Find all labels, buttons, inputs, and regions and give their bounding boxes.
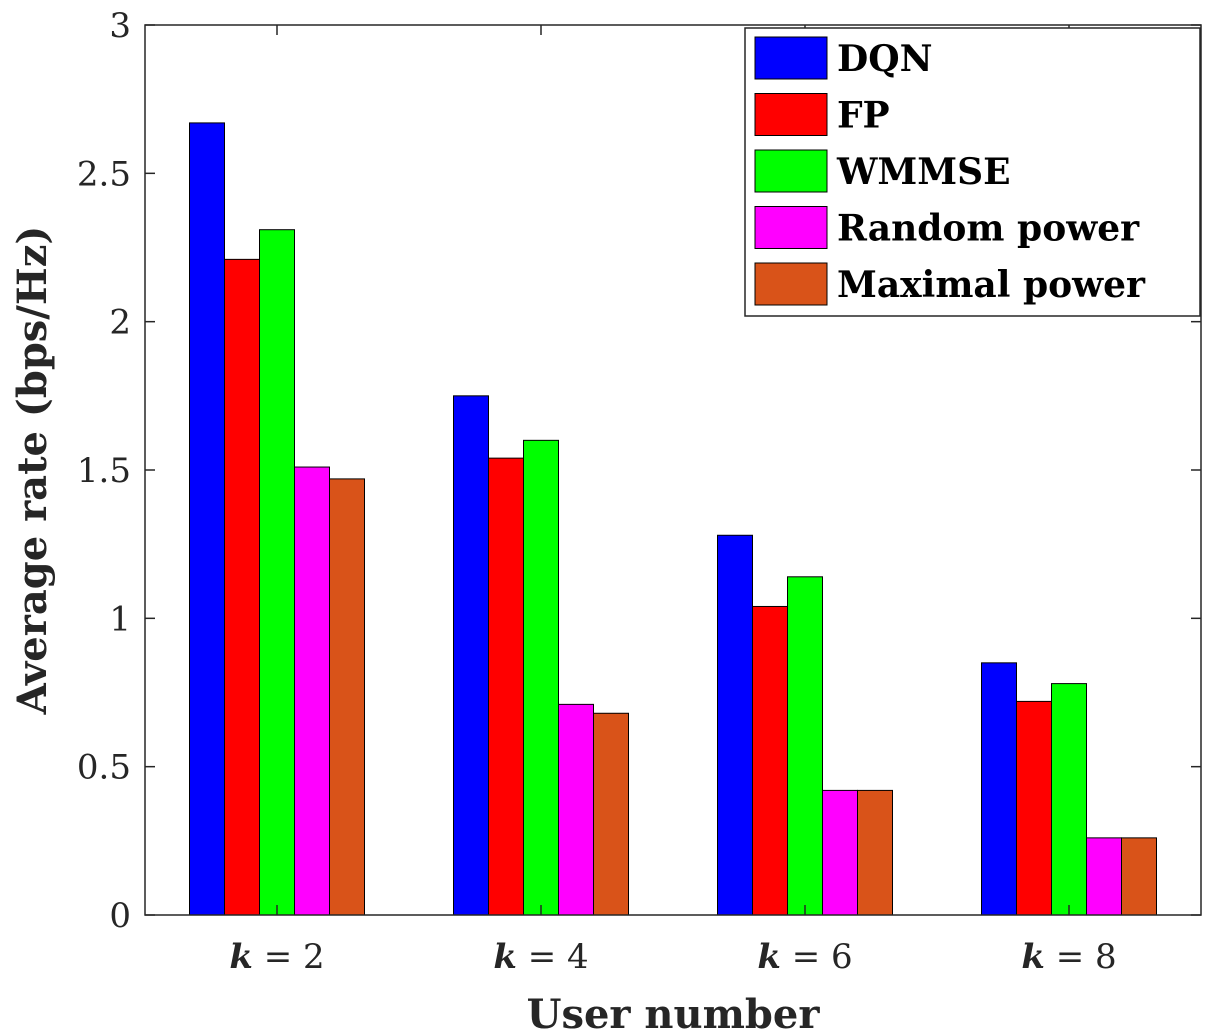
x-tick-label-value: = 8 bbox=[1045, 937, 1117, 977]
x-tick-label-variable: k bbox=[1021, 937, 1045, 977]
y-tick-label: 1.5 bbox=[77, 451, 131, 491]
legend-label: Random power bbox=[837, 208, 1140, 250]
legend: DQN FP WMMSE Random power Maximal power bbox=[744, 27, 1201, 317]
bar-random-power-4 bbox=[1086, 837, 1122, 916]
bar-dqn-4 bbox=[981, 662, 1017, 916]
bar-wmmse-2 bbox=[523, 439, 559, 916]
y-tick-label: 1 bbox=[109, 599, 131, 639]
y-tick-label: 0.5 bbox=[77, 748, 131, 788]
bar-fp-3 bbox=[752, 605, 788, 916]
x-tick-label-value: = 4 bbox=[517, 937, 589, 977]
bar-dqn-2 bbox=[453, 395, 489, 916]
legend-swatch bbox=[754, 93, 828, 136]
x-tick-label-variable: k bbox=[493, 937, 517, 977]
bar-fp-2 bbox=[488, 457, 524, 916]
legend-label: WMMSE bbox=[836, 151, 1011, 193]
legend-swatch bbox=[754, 36, 828, 80]
x-tick-label-value: = 6 bbox=[781, 937, 853, 977]
x-tick-label: k = 4 bbox=[493, 937, 588, 977]
bar-random-power-3 bbox=[822, 789, 858, 916]
bar-fp-1 bbox=[224, 258, 260, 916]
bar-maximal-power-3 bbox=[857, 789, 893, 916]
bars-group bbox=[189, 122, 1157, 916]
legend-swatch bbox=[754, 262, 828, 306]
legend-swatch bbox=[754, 149, 828, 193]
y-tick-label: 2.5 bbox=[77, 154, 131, 194]
y-tick-label: 0 bbox=[109, 896, 131, 936]
bar-fp-4 bbox=[1016, 700, 1052, 916]
bar-random-power-1 bbox=[294, 466, 330, 916]
x-tick-label: k = 6 bbox=[757, 937, 852, 977]
legend-label: FP bbox=[837, 95, 890, 137]
x-tick-label-variable: k bbox=[229, 937, 253, 977]
y-axis: 0 0.5 1 1.5 2 2.5 3 bbox=[77, 6, 1201, 936]
x-tick-label: k = 2 bbox=[229, 937, 324, 977]
legend-label: Maximal power bbox=[837, 264, 1146, 306]
y-tick-label: 2 bbox=[109, 303, 131, 343]
bar-random-power-2 bbox=[558, 703, 594, 916]
bar-wmmse-4 bbox=[1051, 683, 1087, 916]
legend-label: DQN bbox=[837, 38, 932, 80]
bar-dqn-1 bbox=[189, 122, 225, 916]
x-axis-label: User number bbox=[527, 991, 821, 1033]
bar-wmmse-3 bbox=[787, 576, 823, 916]
x-tick-label: k = 8 bbox=[1021, 937, 1116, 977]
bar-maximal-power-2 bbox=[593, 712, 629, 916]
bar-maximal-power-1 bbox=[329, 478, 365, 916]
bar-maximal-power-4 bbox=[1121, 837, 1157, 916]
y-axis-label: Average rate (bps/Hz) bbox=[9, 226, 56, 716]
x-tick-label-value: = 2 bbox=[253, 937, 325, 977]
bar-dqn-3 bbox=[717, 534, 753, 916]
bar-wmmse-1 bbox=[259, 229, 295, 916]
y-tick-label: 3 bbox=[109, 6, 131, 46]
legend-swatch bbox=[754, 206, 828, 249]
x-tick-label-variable: k bbox=[757, 937, 781, 977]
